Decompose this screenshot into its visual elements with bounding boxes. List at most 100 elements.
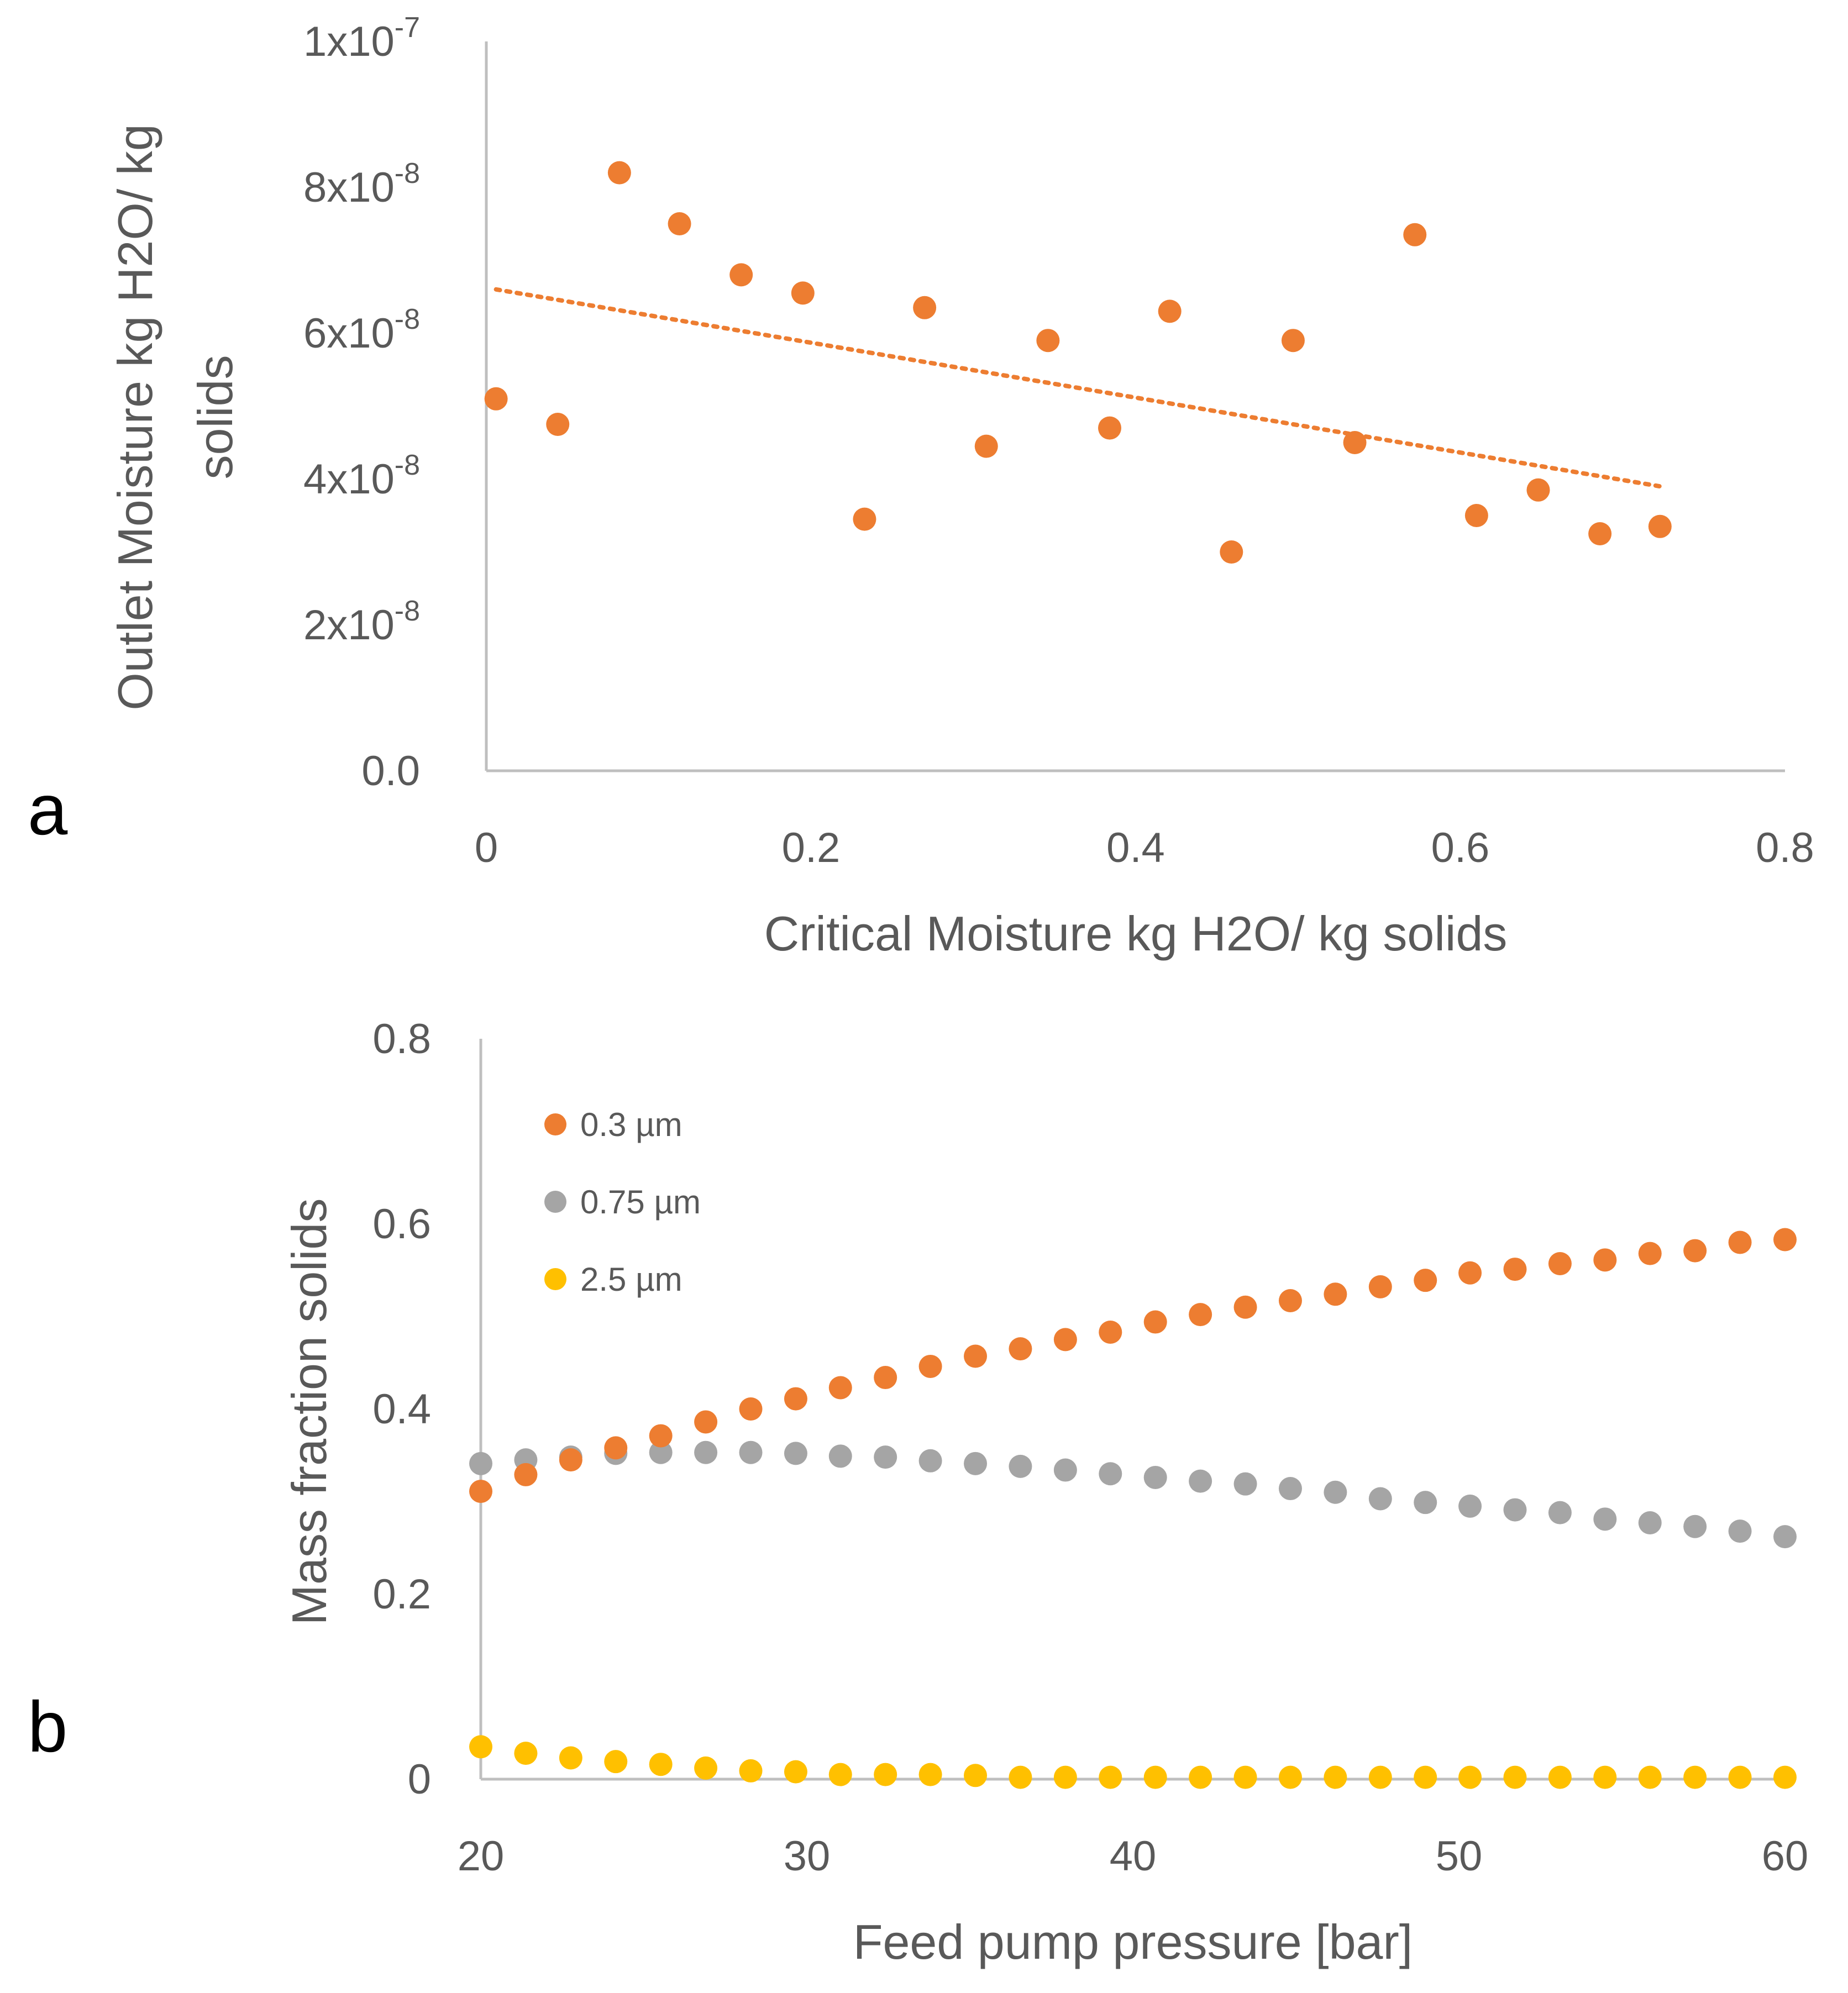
panel-b-data-point	[1009, 1337, 1032, 1361]
panel-a-chart: a 0.0 2x10-8 4x10-8 6x10-8 8x10-8 1x10-7 0 0.2…	[28, 12, 1814, 961]
panel-b-data-point	[1503, 1498, 1527, 1522]
panel-a-data-point	[546, 413, 570, 436]
panel-a-data-point	[607, 161, 631, 185]
panel-b-data-point	[1503, 1765, 1527, 1789]
panel-b-data-point	[1593, 1507, 1617, 1531]
panel-a-data-point	[1098, 416, 1121, 440]
panel-b-y-tick-label: 0.8	[372, 1016, 431, 1063]
panel-b-data-point	[514, 1742, 538, 1765]
panel-a-data-point	[1281, 329, 1305, 353]
panel-b-y-ticks: 0 0.2 0.4 0.6 0.8	[372, 1016, 431, 1803]
panel-b-data-point	[1368, 1487, 1392, 1511]
panel-b-data-point	[1233, 1295, 1257, 1319]
panel-a-data-point	[1220, 540, 1243, 564]
panel-b-data-point	[1189, 1469, 1212, 1493]
panel-b-x-tick-label: 50	[1436, 1833, 1483, 1880]
panel-b-data-point	[649, 1440, 673, 1464]
panel-b-data-point	[1683, 1239, 1707, 1263]
panel-b-data-point	[739, 1397, 763, 1421]
panel-b-data-point	[1324, 1282, 1347, 1306]
panel-b-data-point	[1773, 1228, 1797, 1251]
panel-b-data-point	[649, 1424, 673, 1448]
panel-b-y-tick-label: 0.2	[372, 1571, 431, 1618]
panel-b-data-point	[1278, 1289, 1302, 1313]
panel-b-y-tick-label: 0	[408, 1756, 431, 1803]
panel-a-data-point	[1464, 504, 1488, 527]
panel-b-data-point	[1728, 1230, 1752, 1254]
panel-b-data-point	[964, 1452, 988, 1475]
panel-a-y-tick-label: 8x10-8	[303, 157, 420, 211]
panel-b-data-point	[1503, 1258, 1527, 1281]
panel-b-data-point	[604, 1750, 628, 1774]
panel-b-data-point	[1638, 1765, 1662, 1789]
panel-b-data-point	[1143, 1765, 1167, 1789]
panel-b-data-point	[828, 1763, 852, 1786]
panel-a-data-point	[1036, 329, 1060, 353]
panel-b-data-point	[1414, 1765, 1437, 1789]
panel-b-data-point	[1143, 1310, 1167, 1334]
panel-a-y-axis-title-line2: solids	[188, 355, 243, 480]
panel-b-data-point	[1458, 1765, 1482, 1789]
panel-b-data-point	[469, 1735, 492, 1759]
panel-b-data-point	[1593, 1248, 1617, 1272]
panel-b-data-point	[874, 1445, 897, 1469]
panel-b-data-point	[1053, 1328, 1077, 1352]
panel-a-x-tick-label: 0.2	[782, 824, 841, 871]
panel-b-data-point	[1099, 1320, 1122, 1344]
panel-a-y-tick-label: 4x10-8	[303, 449, 420, 503]
panel-b-data-point	[1548, 1252, 1572, 1276]
panel-b-data-point	[828, 1376, 852, 1400]
panel-b-data-point	[1278, 1477, 1302, 1501]
panel-b-data-point	[1099, 1462, 1122, 1486]
panel-b-data-point	[469, 1480, 492, 1503]
panel-b-data-point	[1368, 1765, 1392, 1789]
panel-b-data-point	[1414, 1491, 1437, 1515]
panel-b-data-point	[1143, 1465, 1167, 1489]
panel-b-y-axis-title: Mass fraction solids	[282, 1198, 337, 1626]
panel-b-x-tick-label: 60	[1762, 1833, 1809, 1880]
panel-a-x-tick-label: 0.4	[1106, 824, 1165, 871]
panel-b-data-point	[874, 1366, 897, 1390]
panel-a-y-tick-label: 2x10-8	[303, 595, 420, 649]
panel-b-x-axis-title: Feed pump pressure [bar]	[853, 1915, 1413, 1969]
panel-b-data-point	[559, 1448, 582, 1472]
panel-b-data-point	[1189, 1303, 1212, 1327]
panel-b-data-point	[1368, 1275, 1392, 1298]
panel-a-data-point	[974, 434, 998, 458]
panel-b-label: b	[28, 1686, 67, 1767]
panel-b-data-point	[514, 1463, 538, 1486]
panel-b-data-point	[1458, 1261, 1482, 1285]
legend-label: 0.75 µm	[580, 1184, 701, 1221]
panel-a-data-point	[729, 263, 753, 287]
panel-b-data-point	[1053, 1458, 1077, 1482]
panel-b-data-point	[649, 1753, 673, 1776]
panel-b-data-point	[694, 1410, 718, 1434]
panel-b-data-point	[1728, 1765, 1752, 1789]
legend-label: 2.5 µm	[580, 1261, 683, 1298]
panel-a-data-point	[853, 507, 876, 531]
panel-b-data-point	[1773, 1525, 1797, 1549]
panel-a-x-tick-label: 0.8	[1756, 824, 1814, 871]
panel-b-data-point	[784, 1442, 807, 1465]
panel-b-data-point	[1324, 1765, 1347, 1789]
panel-b-data-point	[918, 1449, 942, 1473]
panel-b-data-point	[1099, 1765, 1122, 1789]
legend-label: 0.3 µm	[580, 1106, 683, 1143]
panel-a-points	[484, 161, 1672, 564]
panel-a-label: a	[28, 769, 68, 850]
panel-b-data-point	[1189, 1765, 1212, 1789]
panel-b-data-point	[1053, 1765, 1077, 1789]
panel-b-data-point	[1683, 1515, 1707, 1538]
panel-a-data-point	[484, 387, 508, 411]
panel-b-data-point	[1009, 1765, 1032, 1789]
panel-b-data-point	[469, 1452, 492, 1475]
panel-a-x-axis-title: Critical Moisture kg H2O/ kg solids	[764, 906, 1508, 961]
panel-b-data-point	[1278, 1765, 1302, 1789]
panel-a-data-point	[1403, 223, 1427, 246]
panel-a-x-ticks: 0 0.2 0.4 0.6 0.8	[475, 824, 1814, 871]
panel-b-data-point	[1548, 1501, 1572, 1524]
panel-a-x-tick-label: 0.6	[1431, 824, 1490, 871]
panel-b-x-tick-label: 30	[784, 1833, 831, 1880]
panel-b-data-point	[828, 1444, 852, 1468]
legend-marker	[544, 1268, 566, 1290]
